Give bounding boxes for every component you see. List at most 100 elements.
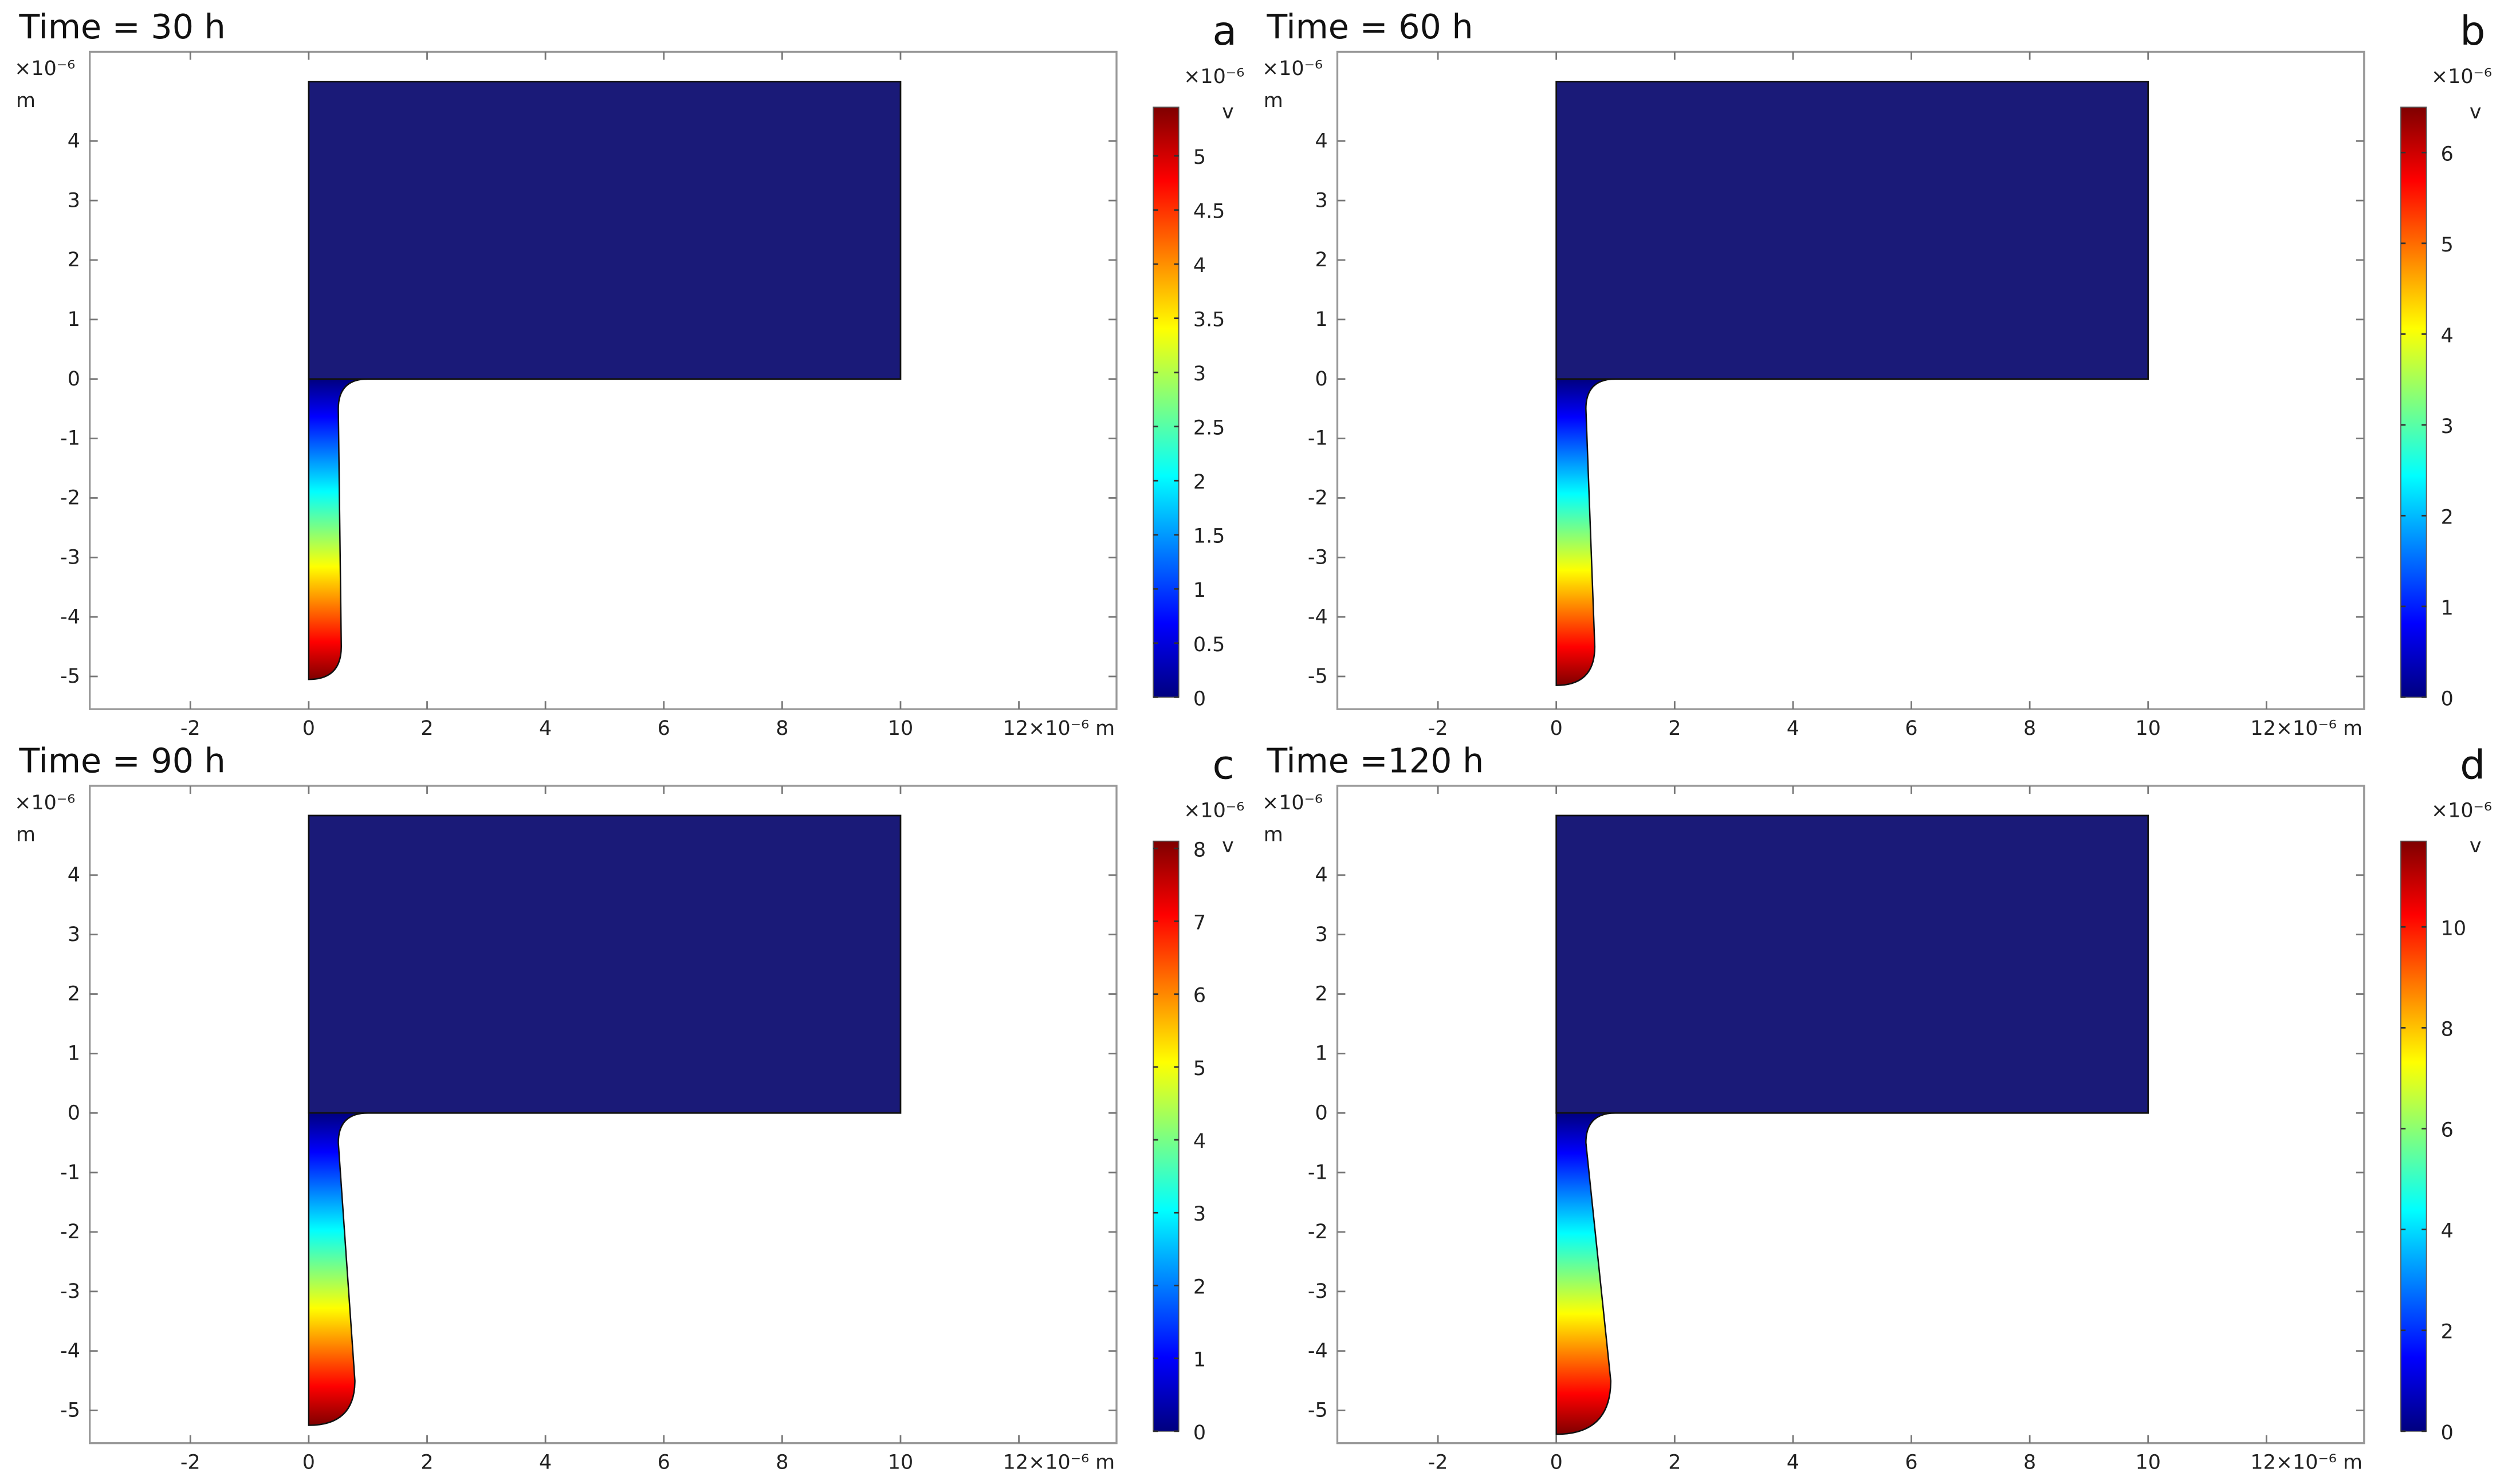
x-tick-label: 6 <box>658 1451 670 1474</box>
colorbar-tick-label: 4 <box>1193 254 1206 277</box>
x-tick-label: 2 <box>1668 1451 1681 1474</box>
colorbar <box>1153 107 1180 698</box>
y-tick-label: -1 <box>60 427 80 450</box>
colorbar-tick-label: 1.5 <box>1193 525 1225 548</box>
colorbar-unit: v <box>1222 101 1234 124</box>
y-tick-label: 1 <box>1315 308 1328 331</box>
colorbar-tick-label: 4.5 <box>1193 200 1225 223</box>
y-axis-unit: m <box>1264 89 1283 112</box>
x-tick-label: 4 <box>539 1451 552 1474</box>
y-tick-label: -2 <box>1308 487 1328 510</box>
x-tick-label: -2 <box>1428 1451 1448 1474</box>
panel-a: -2 0 2 4 6 8 10 12×10⁻⁶ m-5-4-3-2-101234×10⁻⁶mT… <box>14 7 1244 740</box>
colorbar-tick-label: 3 <box>2441 415 2454 438</box>
y-tick-label: 0 <box>1315 1101 1328 1124</box>
panel-title: Time =120 h <box>1266 742 1484 781</box>
y-axis-unit: m <box>16 824 36 847</box>
colorbar-tick-label: 5 <box>1193 146 1206 169</box>
y-tick-label: 3 <box>68 923 80 946</box>
substrate-domain <box>308 814 902 1114</box>
x-axis-unit: 12×10⁻⁶ m <box>2250 1451 2362 1474</box>
y-tick-label: -1 <box>1308 427 1328 450</box>
y-tick-label: 4 <box>1315 864 1328 887</box>
x-tick-label: 6 <box>658 717 670 740</box>
x-tick-label: 0 <box>302 717 315 740</box>
colorbar-tick-label: 3 <box>1193 363 1206 385</box>
x-tick-label: 0 <box>1550 1451 1563 1474</box>
y-tick-label: -1 <box>60 1161 80 1184</box>
colorbar-tick-label: 1 <box>2441 597 2454 620</box>
x-tick-label: 10 <box>888 1451 913 1474</box>
colorbar-tick-label: 10 <box>2441 917 2466 940</box>
finger-domain <box>1555 1112 1615 1435</box>
panel-label: d <box>2460 742 2485 789</box>
y-tick-label: -4 <box>60 1340 80 1363</box>
y-tick-label: 2 <box>68 249 80 271</box>
x-tick-label: 6 <box>1905 1451 1917 1474</box>
y-tick-label: 1 <box>68 308 80 331</box>
x-tick-label: 8 <box>776 717 788 740</box>
x-tick-label: 8 <box>2023 1451 2036 1474</box>
colorbar-tick-label: 2 <box>1193 1276 1206 1298</box>
x-tick-label: 10 <box>2136 717 2161 740</box>
y-tick-label: -2 <box>1308 1221 1328 1243</box>
x-axis-unit: 12×10⁻⁶ m <box>1003 717 1115 740</box>
y-tick-label: -3 <box>1308 546 1328 569</box>
y-tick-label: 2 <box>1315 249 1328 271</box>
x-tick-label: -2 <box>1428 717 1448 740</box>
x-tick-label: -2 <box>180 1451 201 1474</box>
x-tick-label: 6 <box>1905 717 1917 740</box>
colorbar-tick-label: 8 <box>1193 839 1206 861</box>
y-tick-label: 0 <box>68 1101 80 1124</box>
y-tick-label: -5 <box>60 665 80 688</box>
substrate-domain <box>1555 814 2149 1114</box>
colorbar-tick-label: 0 <box>1193 687 1206 710</box>
y-tick-label: -5 <box>60 1399 80 1422</box>
y-tick-label: 3 <box>68 189 80 212</box>
colorbar-tick-label: 3 <box>1193 1203 1206 1226</box>
colorbar-tick-label: 2.5 <box>1193 417 1225 440</box>
y-tick-label: 0 <box>1315 368 1328 391</box>
y-tick-label: -2 <box>60 487 80 510</box>
y-tick-label: -4 <box>1308 605 1328 628</box>
panel-label: b <box>2460 8 2485 54</box>
colorbar-tick-label: 0.5 <box>1193 633 1225 656</box>
substrate-domain <box>1555 80 2149 380</box>
colorbar-tick-label: 1 <box>1193 1349 1206 1372</box>
x-axis-unit: 12×10⁻⁶ m <box>2250 717 2362 740</box>
colorbar-exponent: ×10⁻⁶ <box>2431 800 2492 822</box>
y-tick-label: -3 <box>60 1280 80 1303</box>
colorbar-unit: v <box>2470 834 2482 857</box>
colorbar-exponent: ×10⁻⁶ <box>1184 65 1244 88</box>
colorbar-tick-label: 6 <box>1193 985 1206 1007</box>
panel-title: Time = 90 h <box>19 742 226 781</box>
y-tick-label: -5 <box>1308 665 1328 688</box>
colorbar-tick-label: 8 <box>2441 1018 2454 1041</box>
colorbar-tick-label: 6 <box>2441 143 2454 166</box>
colorbar-exponent: ×10⁻⁶ <box>2431 65 2492 88</box>
y-tick-label: -3 <box>60 546 80 569</box>
y-axis-exponent: ×10⁻⁶ <box>14 57 75 80</box>
y-tick-label: -3 <box>1308 1280 1328 1303</box>
finger-domain <box>1555 378 1615 686</box>
x-tick-label: 2 <box>420 1451 433 1474</box>
colorbar-tick-label: 2 <box>2441 1321 2454 1344</box>
x-axis-unit: 12×10⁻⁶ m <box>1003 1451 1115 1474</box>
x-tick-label: 2 <box>1668 717 1681 740</box>
panel-c: -2 0 2 4 6 8 10 12×10⁻⁶ m-5-4-3-2-101234×10⁻⁶mT… <box>14 742 1244 1474</box>
x-tick-label: 0 <box>1550 717 1563 740</box>
x-tick-label: -2 <box>180 717 201 740</box>
x-tick-label: 0 <box>302 1451 315 1474</box>
colorbar-tick-label: 7 <box>1193 911 1206 934</box>
colorbar-tick-label: 5 <box>1193 1057 1206 1080</box>
y-tick-label: -2 <box>60 1221 80 1243</box>
y-tick-label: 4 <box>68 129 80 152</box>
y-tick-label: 1 <box>1315 1042 1328 1065</box>
x-tick-label: 8 <box>2023 717 2036 740</box>
colorbar-tick-label: 4 <box>2441 324 2454 347</box>
colorbar-unit: v <box>2470 101 2482 124</box>
colorbar-tick-label: 0 <box>2441 687 2454 710</box>
x-tick-label: 8 <box>776 1451 788 1474</box>
colorbar-tick-label: 2 <box>2441 506 2454 529</box>
